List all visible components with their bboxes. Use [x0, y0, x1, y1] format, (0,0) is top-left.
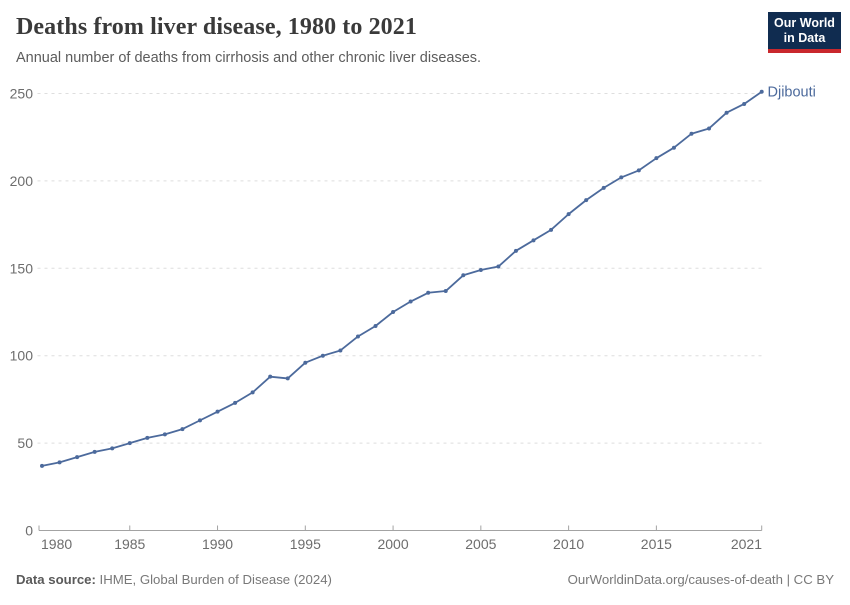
data-point-marker	[391, 310, 396, 314]
x-tick-label: 2005	[465, 536, 496, 552]
data-point-marker	[268, 374, 273, 379]
x-tick-label: 2021	[731, 536, 762, 552]
data-point-marker	[127, 441, 132, 446]
data-point-marker	[707, 126, 712, 131]
data-point-marker	[619, 175, 624, 180]
data-source-text: IHME, Global Burden of Disease (2024)	[95, 572, 332, 587]
chart-footer: Data source: IHME, Global Burden of Dise…	[16, 572, 834, 587]
data-point-marker	[215, 409, 220, 414]
y-tick-label: 0	[25, 523, 33, 539]
data-point-marker	[584, 198, 589, 203]
data-point-marker	[724, 110, 729, 115]
x-tick-label: 2010	[553, 536, 584, 552]
data-point-marker	[742, 101, 747, 106]
logo-line-1: Our World	[774, 15, 835, 30]
data-point-marker	[338, 348, 343, 353]
data-point-marker	[180, 427, 185, 432]
data-point-marker	[162, 432, 167, 437]
data-point-marker	[671, 145, 676, 150]
page-title: Deaths from liver disease, 1980 to 2021	[16, 14, 417, 40]
data-point-marker	[320, 353, 325, 358]
y-tick-label: 50	[17, 435, 33, 451]
data-point-marker	[513, 248, 518, 253]
y-tick-label: 200	[10, 173, 34, 189]
data-point-marker	[689, 131, 694, 136]
data-point-marker	[110, 446, 115, 451]
data-point-marker	[478, 268, 483, 273]
data-point-marker	[426, 290, 431, 295]
data-point-marker	[566, 212, 571, 217]
data-point-marker	[233, 400, 238, 405]
data-point-marker	[75, 455, 80, 460]
x-tick-label: 1980	[41, 536, 72, 552]
data-point-marker	[285, 376, 290, 381]
page-subtitle: Annual number of deaths from cirrhosis a…	[16, 50, 482, 66]
data-series-line	[41, 90, 763, 467]
entity-label: Djibouti	[768, 84, 816, 100]
data-point-marker	[40, 463, 44, 468]
data-point-marker	[496, 264, 501, 269]
data-point-marker	[443, 289, 448, 294]
data-point-marker	[759, 89, 764, 94]
owid-logo: Our World in Data	[768, 12, 841, 53]
data-source: Data source: IHME, Global Burden of Dise…	[16, 572, 332, 587]
data-point-marker	[92, 449, 97, 454]
x-tick-label: 2000	[377, 536, 408, 552]
y-tick-label: 150	[10, 260, 34, 276]
data-point-marker	[531, 238, 536, 243]
x-tick-label: 1990	[202, 536, 233, 552]
data-point-marker	[549, 227, 554, 232]
data-source-label: Data source:	[16, 572, 96, 587]
data-point-marker	[654, 156, 659, 161]
x-tick-label: 2015	[641, 536, 672, 552]
logo-line-2: in Data	[783, 30, 826, 45]
y-tick-label: 100	[10, 348, 34, 364]
data-point-marker	[250, 390, 255, 395]
data-point-marker	[303, 360, 308, 365]
citation-text: OurWorldinData.org/causes-of-death | CC …	[567, 572, 834, 587]
data-point-marker	[355, 334, 360, 339]
chart-header: Deaths from liver disease, 1980 to 2021 …	[16, 14, 750, 66]
data-point-marker	[601, 185, 606, 190]
data-point-marker	[57, 460, 62, 465]
x-tick-label: 1995	[290, 536, 321, 552]
data-point-marker	[408, 299, 413, 304]
data-point-marker	[636, 168, 641, 173]
data-point-marker	[197, 418, 202, 423]
data-point-marker	[145, 435, 150, 440]
y-tick-label: 250	[10, 86, 34, 102]
x-tick-label: 1985	[114, 536, 145, 552]
data-point-marker	[373, 323, 378, 328]
data-point-marker	[461, 273, 466, 278]
